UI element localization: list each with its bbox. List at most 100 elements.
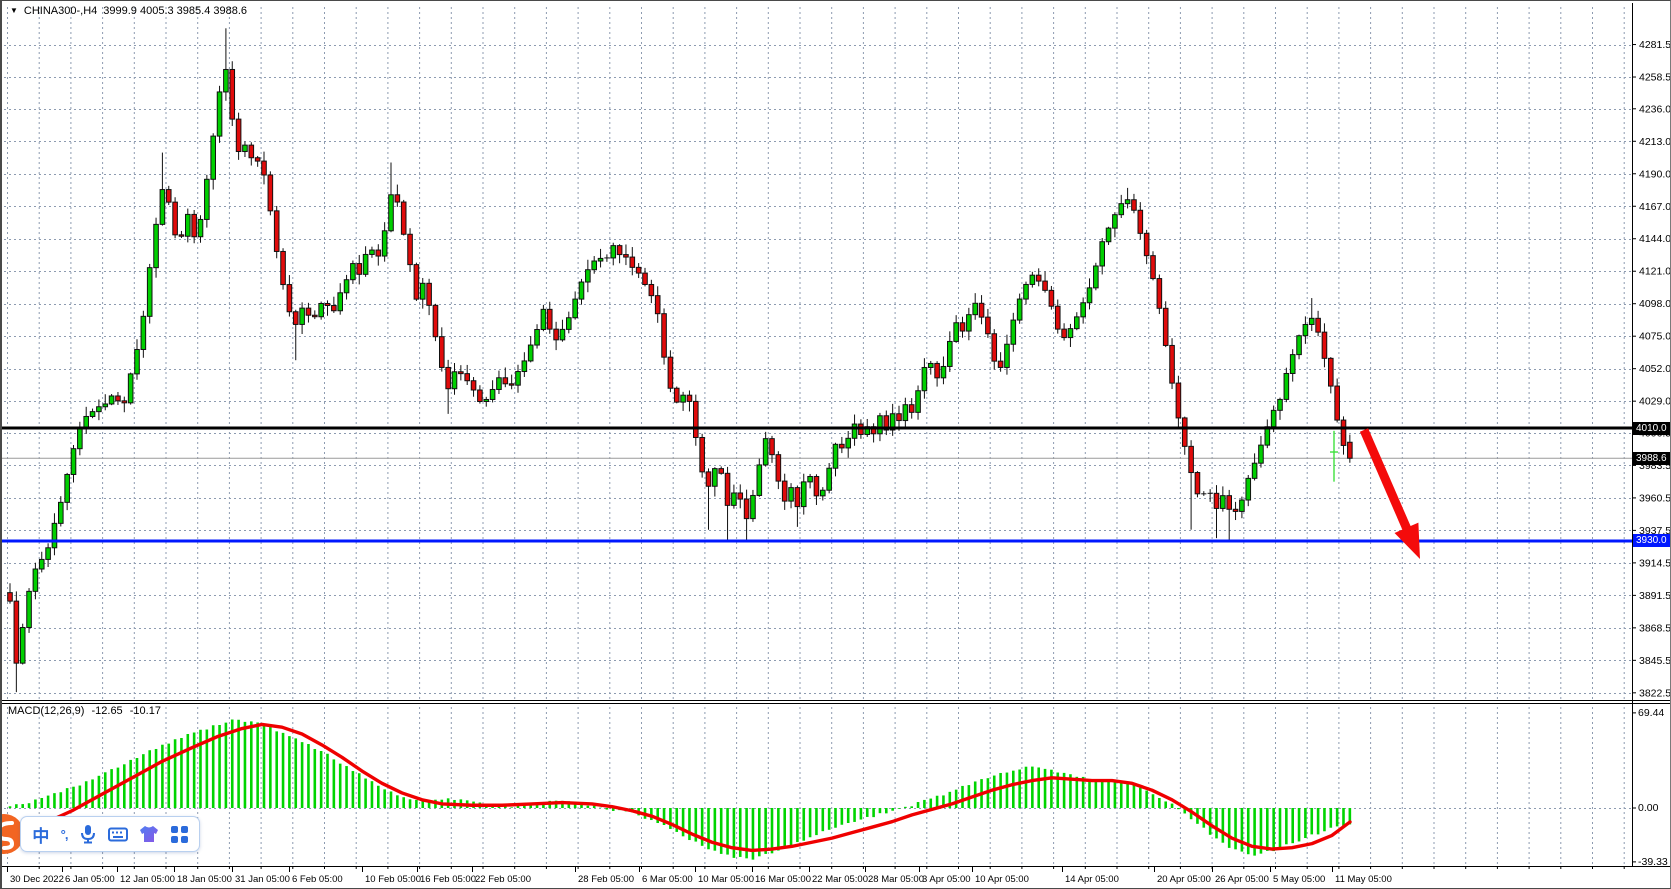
candlestick [1016,293,1023,324]
candlestick [445,359,451,414]
candlestick [140,310,147,358]
candlestick [89,408,96,419]
candlestick [724,466,731,541]
macd-axis[interactable]: 69.44 0.00 -39.33 [1632,707,1668,868]
candlestick [45,543,51,568]
candlestick [800,473,807,515]
candlestick [1207,489,1213,502]
candlestick [1080,297,1086,324]
candlestick [845,430,852,458]
candlestick [1213,485,1220,539]
candlestick [750,489,756,522]
candlestick [820,487,826,501]
candlestick [381,222,388,262]
candlestick [1245,474,1252,507]
candlestick [686,390,693,412]
time-tick-label: 11 May 05:00 [1335,874,1392,885]
time-tick-label: 22 Mar 05:00 [812,874,868,885]
candlestick [312,310,318,320]
candlestick [1296,334,1302,360]
skin-icon[interactable] [139,825,159,843]
candlestick [1321,323,1328,368]
candlestick [902,397,909,430]
candlestick [432,303,439,342]
candlestick [648,279,655,304]
candlestick [597,248,604,268]
candlestick [566,311,572,334]
pane-frame [2,3,1670,867]
candlestick [350,260,356,284]
candlestick [267,171,274,216]
time-axis[interactable]: 30 Dec 2022 6 Jan 05:00 12 Jan 05:00 18 Jan… [7,867,1625,885]
candlestick [731,484,737,509]
app-grid-icon[interactable] [170,825,188,843]
macd-tick-label: -39.33 [1638,856,1668,868]
price-tick-label: 4144.0 [1639,233,1671,245]
candlestick [788,483,794,509]
price-tick-label: 3891.5 [1639,590,1671,602]
candlestick [19,623,26,665]
candlestick [483,396,490,407]
candlestick [356,254,363,285]
price-tick-label: 4075.0 [1639,331,1671,343]
candlestick [762,431,769,467]
candlestick [794,485,801,527]
candlestick [439,327,445,372]
candlestick [204,174,210,228]
candlestick [839,436,845,454]
price-tick-label: 4029.0 [1639,396,1671,408]
candlestick [7,583,13,604]
candlestick [292,309,299,361]
candlestick [458,365,464,381]
candlestick [1328,357,1334,394]
candlestick [959,316,966,338]
candlestick [1220,486,1226,512]
candlestick [1093,262,1099,291]
candlestick [693,394,699,446]
price-axis[interactable]: 4281.5 4258.5 4236.0 4213.0 4190.0 4167.0 4144… [1632,39,1671,699]
virtual-keyboard-icon[interactable] [108,827,129,842]
candlestick [1061,323,1067,341]
time-tick-label: 3 Apr 05:00 [922,874,971,885]
candlestick [375,244,382,266]
candlestick [121,396,128,413]
candlestick [661,308,667,365]
candlestick [197,215,204,243]
candlestick [216,85,223,143]
candlestick [1074,312,1080,331]
time-tick-label: 26 Apr 05:00 [1215,874,1269,885]
candlestick [146,263,153,324]
chinese-mode-icon[interactable]: 中 [32,826,50,846]
price-tick-label: 4190.0 [1639,168,1671,180]
chart-title-symbol: CHINA300-,H4 [23,5,98,17]
time-tick-label: 14 Apr 05:00 [1065,874,1119,885]
candlestick [115,392,121,405]
fcitx-logo-icon[interactable] [0,813,26,855]
candlestick [254,155,261,167]
microphone-icon[interactable] [79,824,97,844]
candlestick [1334,378,1340,423]
candlestick [629,247,636,276]
candlestick [470,377,477,397]
macd-signal-value: -10.17 [129,705,161,717]
time-tick-label: 28 Mar 05:00 [868,874,924,885]
punctuation-icon[interactable]: °, [60,826,69,842]
candlestick [680,391,686,411]
candlestick [388,162,394,233]
time-tick-label: 20 Apr 05:00 [1157,874,1211,885]
time-tick-label: 5 May 05:00 [1273,874,1325,885]
macd-signal-line [8,722,1352,853]
candlestick [781,473,788,510]
symbol-dropdown-icon[interactable]: ▼ [10,6,18,15]
candlestick [1010,312,1017,352]
price-tick-label: 4098.0 [1639,298,1671,310]
chart-title-ohlc: 3999.9 4005.3 3985.4 3988.6 [103,5,248,17]
candlestick [324,300,331,316]
candlestick [419,277,426,309]
trend-arrow[interactable] [1359,428,1420,559]
candlestick [578,278,585,305]
candlestick [972,293,979,320]
candlestick [331,296,337,313]
candlestick [32,562,39,600]
